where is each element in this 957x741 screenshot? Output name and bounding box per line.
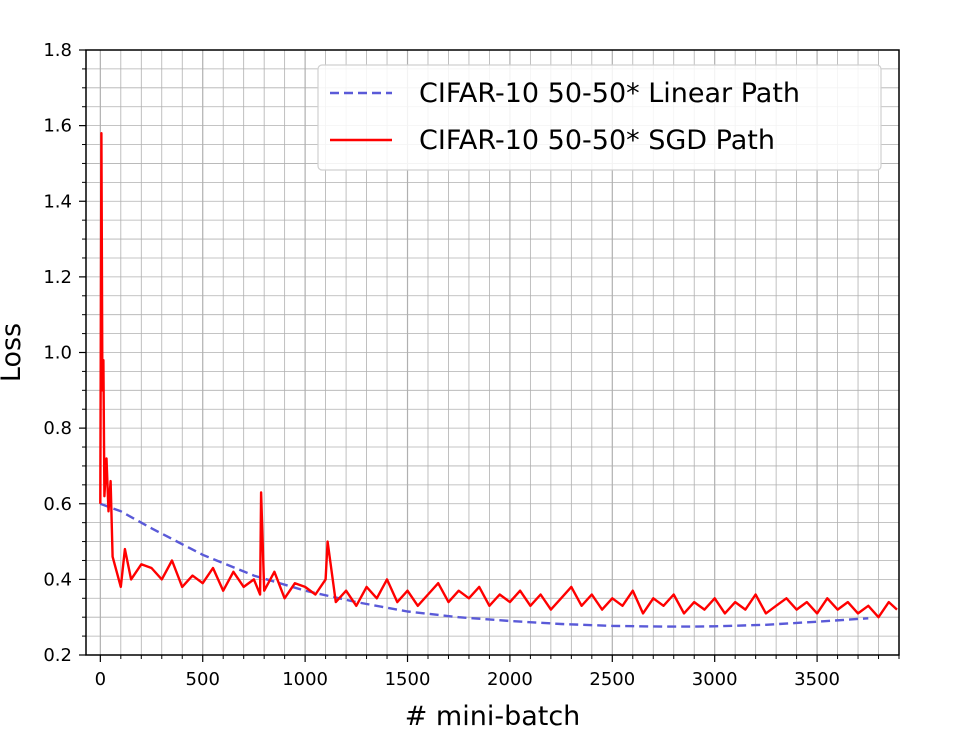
y-tick-label: 1.8 (43, 40, 72, 61)
x-tick-label: 500 (186, 669, 220, 690)
y-tick-label: 0.8 (43, 418, 72, 439)
y-tick-label: 1.4 (43, 191, 72, 212)
y-tick-label: 1.2 (43, 267, 72, 288)
y-tick-label: 1.6 (43, 116, 72, 137)
y-tick-label: 0.4 (43, 569, 72, 590)
y-axis: 0.2 0.4 0.6 0.8 1.0 1.2 1.4 1.6 1.8 (43, 40, 86, 666)
y-axis-title: Loss (0, 323, 27, 382)
legend-label-sgd-path: CIFAR-10 50-50* SGD Path (419, 125, 775, 156)
x-tick-label: 3500 (794, 669, 840, 690)
x-tick-label: 2500 (589, 669, 635, 690)
x-axis-title: # mini-batch (405, 701, 581, 732)
x-tick-label: 1000 (282, 669, 328, 690)
x-axis: 0 500 1000 1500 2000 2500 3000 3500 (95, 655, 900, 690)
series-layer (99, 131, 898, 628)
y-tick-label: 1.0 (43, 343, 72, 364)
y-tick-label: 0.6 (43, 494, 72, 515)
legend: CIFAR-10 50-50* Linear Path CIFAR-10 50-… (317, 64, 882, 171)
legend-box (317, 64, 882, 171)
legend-label-linear-path: CIFAR-10 50-50* Linear Path (419, 78, 800, 109)
x-tick-label: 3000 (692, 669, 738, 690)
series-line-linear-path (99, 502, 869, 628)
y-tick-label: 0.2 (43, 645, 72, 666)
x-tick-label: 2000 (487, 669, 533, 690)
series-line-sgd-path (99, 131, 898, 619)
x-tick-label: 1500 (385, 669, 431, 690)
x-tick-label: 0 (95, 669, 106, 690)
